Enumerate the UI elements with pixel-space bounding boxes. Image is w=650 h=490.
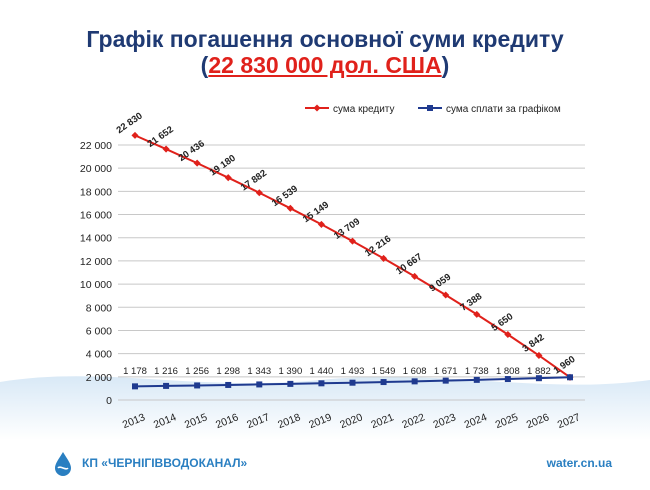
legend-marker xyxy=(427,105,433,111)
y-tick-label: 10 000 xyxy=(80,279,112,291)
y-tick-label: 0 xyxy=(106,395,112,407)
scheduled-payment-data-label: 1 608 xyxy=(403,366,427,377)
scheduled-payment-point xyxy=(194,382,201,389)
scheduled-payment-data-label: 1 671 xyxy=(434,366,458,377)
scheduled-payment-point xyxy=(567,374,573,381)
scheduled-payment-point xyxy=(504,376,511,383)
chart-subtitle: (22 830 000 дол. США) xyxy=(0,52,650,79)
scheduled-payment-data-label: 1 256 xyxy=(185,366,209,377)
loan-balance-point xyxy=(255,189,263,197)
water-wave-decoration xyxy=(0,376,650,440)
y-tick-label: 6 000 xyxy=(86,325,112,337)
loan-balance-point xyxy=(162,145,170,153)
scheduled-payment-point xyxy=(163,382,170,389)
loan-balance-point xyxy=(535,351,543,360)
legend-label: сума кредиту xyxy=(333,104,395,115)
series-line-loan-balance xyxy=(134,134,571,379)
y-tick-label: 20 000 xyxy=(80,163,112,175)
scheduled-payment-point xyxy=(225,381,232,388)
scheduled-payment-data-label: 1 440 xyxy=(310,366,334,377)
loan-balance-point xyxy=(348,237,357,245)
y-tick-label: 12 000 xyxy=(80,256,112,268)
scheduled-payment-point xyxy=(380,379,387,386)
legend-label: сума сплати за графіком xyxy=(446,103,561,115)
scheduled-payment-point xyxy=(256,381,263,388)
chart-title: Графік погашення основної суми кредиту xyxy=(86,26,564,52)
scheduled-payment-data-label: 1 216 xyxy=(154,366,178,377)
scheduled-payment-data-label: 1 882 xyxy=(527,366,551,377)
loan-balance-point xyxy=(380,254,388,262)
loan-balance-point xyxy=(224,174,232,182)
scheduled-payment-data-label: 1 390 xyxy=(278,366,302,377)
subtitle-open-paren: ( xyxy=(200,52,209,78)
y-tick-label: 14 000 xyxy=(80,233,112,245)
org-name: КП «ЧЕРНІГІВВОДОКАНАЛ» xyxy=(82,456,248,470)
scheduled-payment-data-label: 1 549 xyxy=(372,366,396,377)
scheduled-payment-point xyxy=(132,383,138,390)
scheduled-payment-data-label: 1 738 xyxy=(465,366,489,377)
subtitle-close-paren: ) xyxy=(441,52,450,78)
y-tick-label: 18 000 xyxy=(80,186,112,198)
legend-marker xyxy=(313,104,321,112)
loan-balance-point xyxy=(131,131,139,139)
y-tick-label: 16 000 xyxy=(80,210,112,222)
loan-balance-point xyxy=(411,272,419,280)
loan-balance-point xyxy=(442,291,450,299)
water-drop-logo-icon xyxy=(55,452,71,476)
scheduled-payment-data-label: 1 178 xyxy=(123,366,147,377)
scheduled-payment-point xyxy=(473,376,480,383)
y-tick-label: 8 000 xyxy=(86,302,112,314)
scheduled-payment-data-label: 1 808 xyxy=(496,366,520,377)
y-tick-label: 4 000 xyxy=(86,349,112,361)
scheduled-payment-point xyxy=(535,375,542,382)
loan-amount: 22 830 000 дол. США xyxy=(208,52,442,78)
loan-balance-point xyxy=(317,220,325,228)
scheduled-payment-data-label: 1 298 xyxy=(216,366,240,377)
scheduled-payment-data-label: 1 343 xyxy=(247,366,271,377)
y-tick-label: 2 000 xyxy=(86,372,112,384)
loan-balance-point xyxy=(286,204,294,212)
scheduled-payment-point xyxy=(349,379,356,386)
scheduled-payment-data-label: 1 493 xyxy=(341,366,365,377)
scheduled-payment-point xyxy=(287,380,294,387)
scheduled-payment-point xyxy=(318,380,325,387)
loan-balance-point xyxy=(193,159,201,167)
loan-balance-point xyxy=(504,330,512,339)
y-tick-label: 22 000 xyxy=(80,140,112,152)
scheduled-payment-point xyxy=(442,377,449,384)
loan-balance-point xyxy=(473,310,481,318)
website-link[interactable]: water.cn.ua xyxy=(546,456,612,470)
scheduled-payment-point xyxy=(411,378,418,385)
loan-balance-data-label: 22 830 xyxy=(115,110,145,136)
